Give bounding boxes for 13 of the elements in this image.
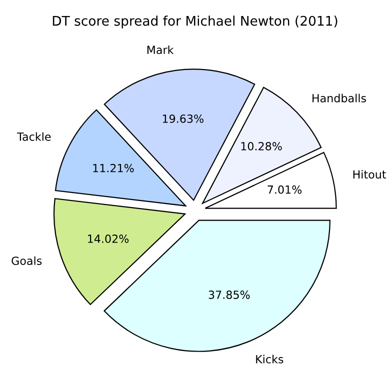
data-label: 19.63% [162,114,204,123]
slice-label: Tackle [17,132,51,141]
chart-title: DT score spread for Michael Newton (2011) [52,16,338,28]
slice-label: Mark [147,45,174,54]
slice-label: Kicks [256,354,284,364]
data-label: 11.21% [93,164,134,172]
data-label: 14.02% [88,234,129,243]
slice-label: Hitout [353,170,386,179]
data-label: 37.85% [208,290,250,299]
slice-label: Goals [12,256,42,265]
slice-label: Handballs [312,94,366,102]
data-label: 7.01% [268,185,302,194]
data-label: 10.28% [241,142,282,150]
